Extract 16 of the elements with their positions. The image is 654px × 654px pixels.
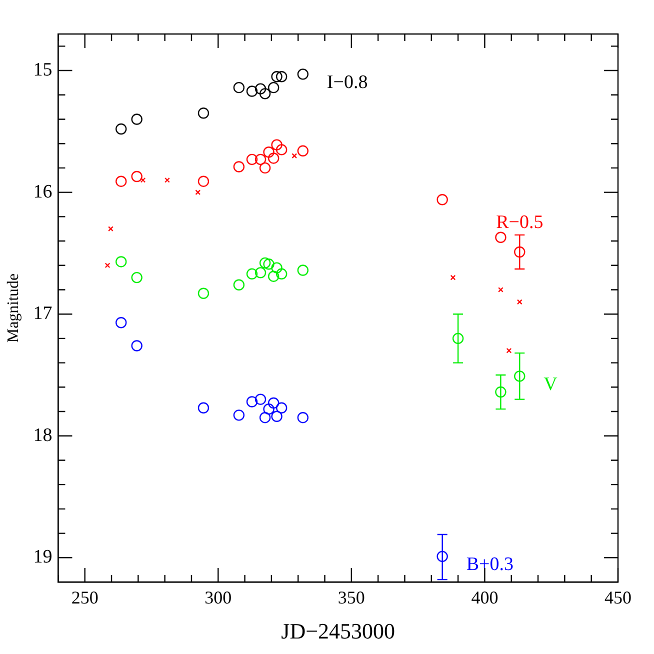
x-tick-label: 350 bbox=[338, 588, 365, 608]
series-label: B+0.3 bbox=[466, 554, 514, 576]
x-axis-title: JD−2453000 bbox=[281, 618, 396, 644]
y-tick-label: 17 bbox=[33, 303, 52, 324]
y-tick-label: 18 bbox=[33, 424, 52, 446]
x-tick-label: 450 bbox=[604, 588, 632, 608]
y-tick-label: 15 bbox=[33, 60, 52, 81]
x-tick-label: 250 bbox=[71, 588, 98, 608]
y-tick-label: 19 bbox=[33, 546, 52, 568]
series-label: R−0.5 bbox=[496, 212, 544, 234]
y-axis-title: Magnitude bbox=[4, 273, 22, 343]
x-tick-label: 400 bbox=[471, 588, 498, 608]
y-tick-label: 16 bbox=[33, 181, 52, 202]
series-label: I−0.8 bbox=[326, 72, 368, 94]
x-tick-label: 300 bbox=[204, 588, 232, 608]
series-label: V bbox=[544, 374, 558, 396]
